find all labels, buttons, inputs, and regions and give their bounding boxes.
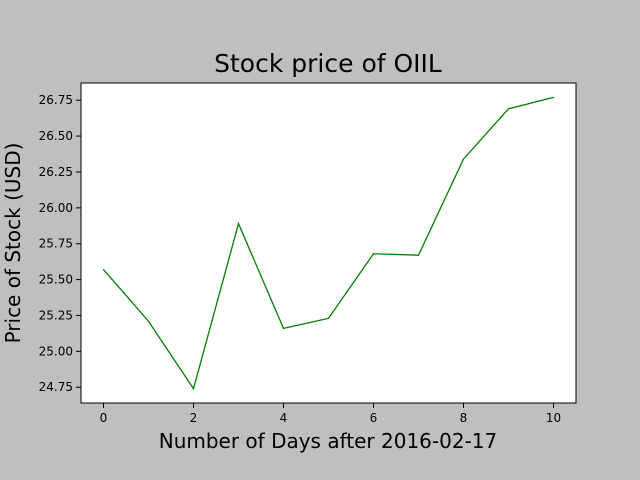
y-tick-label: 26.75 [39,93,73,107]
plot-area [80,82,577,404]
y-tick-label: 24.75 [39,380,73,394]
data-point [237,223,240,225]
y-axis-ticks: 24.75 25.00 25.25 25.50 25.75 26.00 26.25 26.50… [39,93,81,394]
data-point [147,320,150,322]
y-tick-label: 25.25 [39,308,73,322]
series-layer [102,96,555,391]
data-point [417,254,420,256]
data-point [102,268,105,271]
x-axis-label: Number of Days after 2016-02-17 [159,429,498,453]
x-tick-label: 4 [280,411,288,425]
y-axis-label: Price of Stock (USD) [1,143,25,344]
data-point [462,158,465,160]
x-tick-label: 10 [546,411,561,425]
data-point [327,317,330,319]
data-point [192,388,195,390]
data-point [552,96,555,98]
x-axis-ticks: 0 2 4 6 8 10 [100,403,561,425]
y-tick-label: 26.00 [39,201,73,215]
y-tick-label: 25.75 [39,237,73,251]
x-tick-label: 0 [100,411,108,425]
chart-title: Stock price of OIIL [214,49,442,78]
y-tick-label: 26.25 [39,165,73,179]
y-tick-label: 26.50 [39,129,73,143]
y-tick-label: 25.00 [39,344,73,358]
data-point [372,253,375,255]
x-tick-label: 2 [190,411,198,425]
x-tick-label: 6 [370,411,378,425]
y-tick-label: 25.50 [39,273,73,287]
data-point [507,108,510,110]
x-tick-label: 8 [460,411,468,425]
data-point [282,327,285,329]
